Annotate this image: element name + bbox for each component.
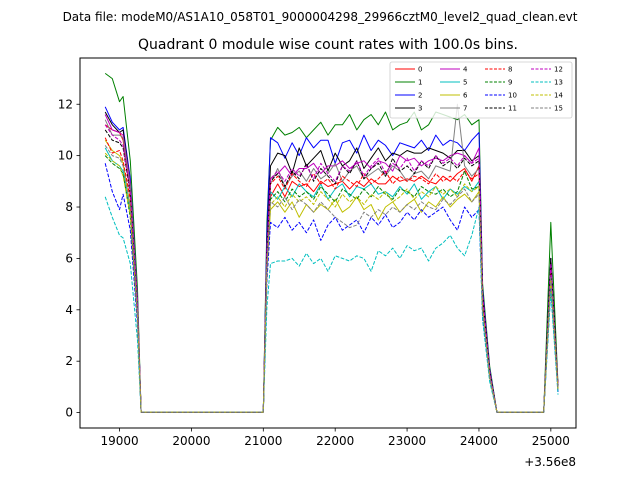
legend-label-1: 1 xyxy=(418,79,422,87)
legend-label-2: 2 xyxy=(418,92,422,100)
y-tick-label: 4 xyxy=(65,303,73,317)
x-tick-label: 23000 xyxy=(388,434,426,448)
y-tick-label: 8 xyxy=(65,200,73,214)
series-line-15 xyxy=(104,145,559,413)
series-line-11 xyxy=(104,129,559,413)
legend-label-7: 7 xyxy=(463,105,467,113)
series-line-14 xyxy=(104,152,559,413)
legend-label-4: 4 xyxy=(463,66,468,74)
x-tick-label: 24000 xyxy=(460,434,498,448)
plot-frame xyxy=(79,57,577,429)
legend-label-9: 9 xyxy=(508,79,512,87)
series-line-12 xyxy=(104,124,559,413)
series-layer xyxy=(104,72,559,413)
x-tick-label: 25000 xyxy=(532,434,570,448)
series-line-10 xyxy=(104,163,559,413)
legend-label-5: 5 xyxy=(463,79,467,87)
x-tick-label: 22000 xyxy=(316,434,354,448)
legend-label-10: 10 xyxy=(508,92,517,100)
x-axis: 19000 20000 21000 22000 23000 24000 25000 xyxy=(100,428,570,448)
series-line-9 xyxy=(104,155,559,413)
y-tick-label: 12 xyxy=(58,97,73,111)
x-tick-label: 19000 xyxy=(100,434,138,448)
y-tick-label: 10 xyxy=(58,149,73,163)
legend-label-14: 14 xyxy=(554,92,563,100)
legend-label-0: 0 xyxy=(418,66,422,74)
y-axis: 0 2 4 6 8 10 12 xyxy=(58,97,80,420)
legend-label-12: 12 xyxy=(554,66,563,74)
y-tick-label: 0 xyxy=(65,406,73,420)
legend-label-13: 13 xyxy=(554,79,563,87)
legend-label-11: 11 xyxy=(508,105,517,113)
legend-label-3: 3 xyxy=(418,105,422,113)
chart-title: Quadrant 0 module wise count rates with … xyxy=(138,37,518,53)
y-tick-label: 2 xyxy=(65,354,73,368)
x-tick-label: 20000 xyxy=(172,434,210,448)
legend-frame xyxy=(389,61,573,119)
legend-label-8: 8 xyxy=(508,66,512,74)
x-tick-label: 21000 xyxy=(244,434,282,448)
data-file-suptitle: Data file: modeM0/AS1A10_058T01_90000042… xyxy=(63,10,578,24)
legend-label-6: 6 xyxy=(463,92,468,100)
series-line-8 xyxy=(104,137,559,413)
legend-label-15: 15 xyxy=(554,105,563,113)
y-tick-label: 6 xyxy=(65,251,73,265)
x-axis-offset-label: +3.56e8 xyxy=(524,455,576,469)
